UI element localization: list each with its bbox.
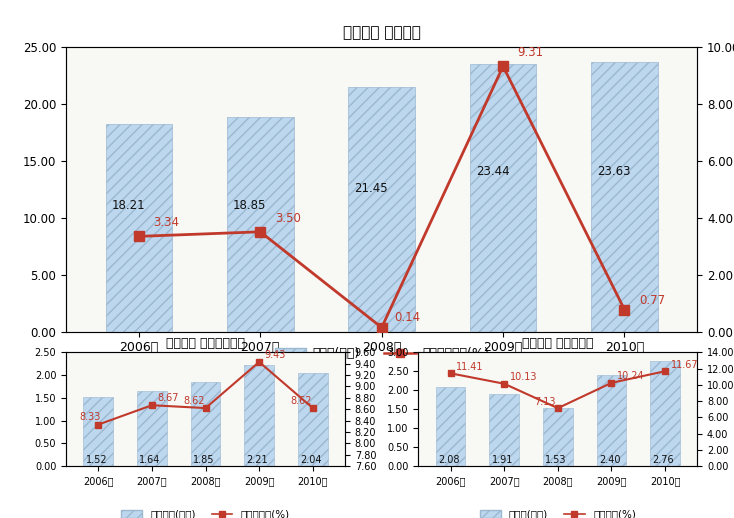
Title: 식품산업 순이익추이: 식품산업 순이익추이 bbox=[522, 337, 594, 350]
Text: 18.21: 18.21 bbox=[112, 199, 145, 212]
Bar bbox=[470, 64, 537, 332]
Text: 1.52: 1.52 bbox=[86, 455, 107, 465]
Bar bbox=[227, 117, 294, 332]
Bar bbox=[191, 382, 220, 466]
Text: 2.76: 2.76 bbox=[653, 455, 674, 465]
Text: 23.44: 23.44 bbox=[476, 165, 509, 178]
Text: 10.24: 10.24 bbox=[617, 371, 644, 381]
Text: 10.13: 10.13 bbox=[509, 372, 537, 382]
Bar bbox=[543, 408, 573, 466]
Text: 1.53: 1.53 bbox=[545, 455, 567, 465]
Text: 18.85: 18.85 bbox=[233, 199, 266, 212]
Text: 11.67: 11.67 bbox=[670, 359, 698, 369]
Bar bbox=[298, 373, 327, 466]
Text: 1.85: 1.85 bbox=[193, 455, 214, 465]
Text: 2.21: 2.21 bbox=[247, 455, 268, 465]
Bar bbox=[650, 362, 680, 466]
Text: 2.08: 2.08 bbox=[438, 455, 459, 465]
Text: 7.13: 7.13 bbox=[534, 397, 555, 407]
Text: 23.63: 23.63 bbox=[597, 165, 631, 178]
Text: 3.50: 3.50 bbox=[275, 212, 301, 225]
Text: 1.91: 1.91 bbox=[492, 455, 513, 465]
Text: 21.45: 21.45 bbox=[355, 182, 388, 195]
Legend: 순이익(조원), 순이익률(%): 순이익(조원), 순이익률(%) bbox=[476, 506, 640, 518]
Text: 9.31: 9.31 bbox=[517, 46, 544, 59]
Text: 2.40: 2.40 bbox=[599, 455, 620, 465]
Legend: 매출액(조원), 매출액증가율(%): 매출액(조원), 매출액증가율(%) bbox=[269, 342, 494, 365]
Legend: 영업이익(조원), 영업이익률(%): 영업이익(조원), 영업이익률(%) bbox=[117, 506, 294, 518]
Text: 8.62: 8.62 bbox=[290, 396, 312, 406]
Bar bbox=[106, 124, 172, 332]
Title: 식품산업 영업이익추이: 식품산업 영업이익추이 bbox=[166, 337, 245, 350]
Text: 1.64: 1.64 bbox=[139, 455, 161, 465]
Text: 2.04: 2.04 bbox=[300, 455, 321, 465]
Bar bbox=[597, 375, 626, 466]
Title: 식품산업 매출추이: 식품산업 매출추이 bbox=[343, 25, 421, 40]
Bar bbox=[244, 366, 274, 466]
Text: 0.77: 0.77 bbox=[639, 294, 665, 307]
Text: 0.14: 0.14 bbox=[394, 311, 420, 324]
Bar bbox=[490, 394, 519, 466]
Bar bbox=[591, 62, 658, 332]
Bar bbox=[349, 87, 415, 332]
Text: 8.62: 8.62 bbox=[183, 396, 205, 406]
Text: 11.41: 11.41 bbox=[456, 362, 484, 372]
Text: 3.34: 3.34 bbox=[153, 216, 179, 229]
Bar bbox=[436, 387, 465, 466]
Bar bbox=[137, 392, 167, 466]
Bar bbox=[84, 397, 113, 466]
Text: 8.67: 8.67 bbox=[157, 393, 179, 403]
Text: 9.43: 9.43 bbox=[264, 350, 286, 359]
Text: 8.33: 8.33 bbox=[79, 412, 101, 422]
